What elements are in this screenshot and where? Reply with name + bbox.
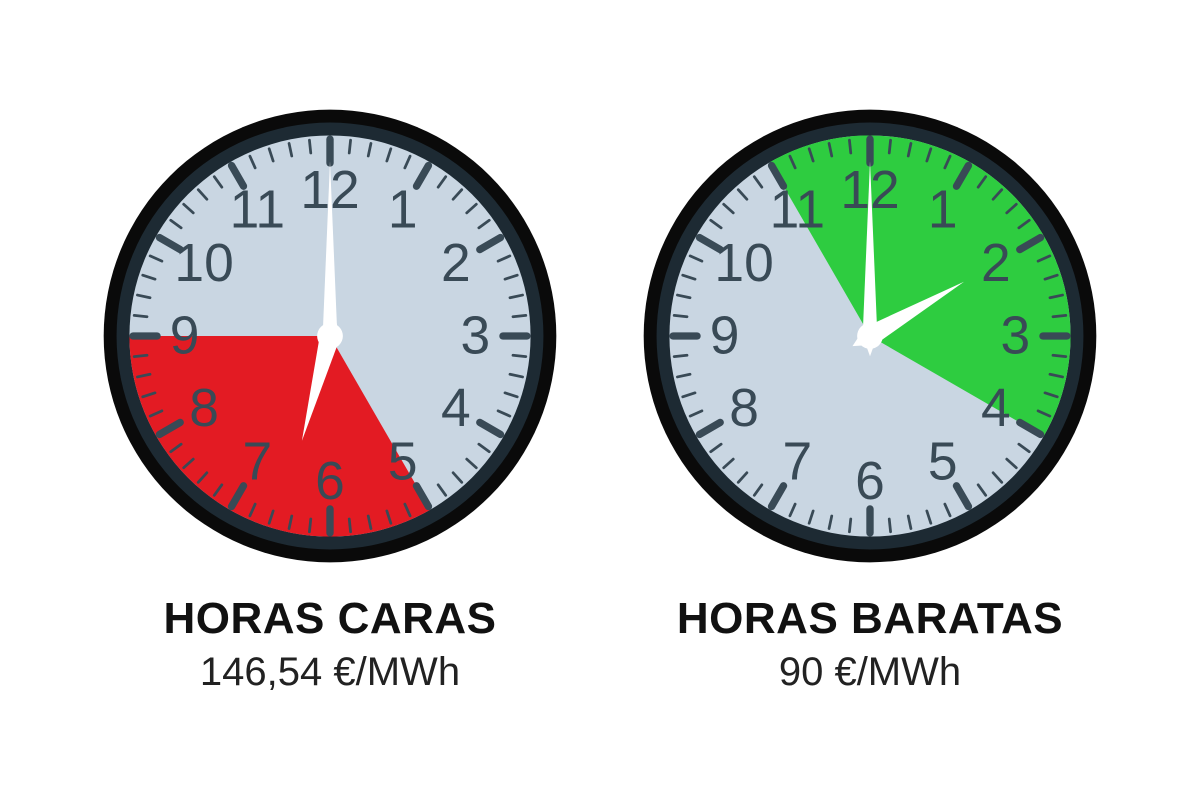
svg-text:7: 7 <box>242 432 272 491</box>
cheap-hours-price: 90 €/MWh <box>779 650 961 695</box>
svg-text:10: 10 <box>174 233 233 292</box>
svg-text:1: 1 <box>388 180 418 239</box>
svg-text:11: 11 <box>230 180 285 239</box>
svg-text:1: 1 <box>928 180 958 239</box>
expensive-hours-title: HORAS CARAS <box>163 594 496 644</box>
svg-text:9: 9 <box>710 306 740 365</box>
svg-text:5: 5 <box>928 432 958 491</box>
expensive-hours-clock: 123456789101112 <box>100 106 560 566</box>
svg-text:9: 9 <box>170 306 200 365</box>
svg-text:2: 2 <box>981 233 1011 292</box>
svg-text:5: 5 <box>388 432 418 491</box>
svg-text:4: 4 <box>981 379 1011 438</box>
cheap-hours-clock: 123456789101112 <box>640 106 1100 566</box>
svg-text:6: 6 <box>855 451 885 510</box>
expensive-hours-panel: 123456789101112 HORAS CARAS 146,54 €/MWh <box>100 106 560 695</box>
svg-text:10: 10 <box>714 233 773 292</box>
svg-text:7: 7 <box>782 432 812 491</box>
expensive-hours-price: 146,54 €/MWh <box>200 650 460 695</box>
svg-text:2: 2 <box>441 233 471 292</box>
cheap-hours-title: HORAS BARATAS <box>677 594 1063 644</box>
svg-text:11: 11 <box>770 180 825 239</box>
svg-text:3: 3 <box>1001 306 1031 365</box>
svg-text:4: 4 <box>441 379 471 438</box>
svg-text:3: 3 <box>461 306 491 365</box>
svg-text:8: 8 <box>189 379 219 438</box>
cheap-hours-panel: 123456789101112 HORAS BARATAS 90 €/MWh <box>640 106 1100 695</box>
svg-text:8: 8 <box>729 379 759 438</box>
svg-text:6: 6 <box>315 451 345 510</box>
